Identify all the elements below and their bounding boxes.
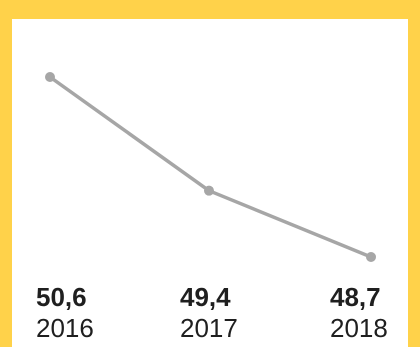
category-label-2017: 49,4 2017 bbox=[180, 282, 260, 344]
chart-panel bbox=[12, 19, 408, 347]
category-tick-label: 2016 bbox=[36, 313, 94, 343]
category-label-2018: 48,7 2018 bbox=[330, 282, 410, 344]
category-tick-label: 2018 bbox=[330, 313, 388, 343]
value-label: 49,4 bbox=[180, 282, 231, 312]
series-line-group bbox=[45, 72, 376, 262]
series-line bbox=[48, 75, 373, 259]
category-tick-label: 2017 bbox=[180, 313, 238, 343]
category-label-2016: 50,6 2016 bbox=[36, 282, 116, 344]
data-point-2017 bbox=[204, 185, 214, 196]
value-label: 48,7 bbox=[330, 282, 381, 312]
data-point-2018 bbox=[366, 252, 376, 262]
value-label: 50,6 bbox=[36, 282, 87, 312]
data-point-2016 bbox=[45, 72, 55, 82]
